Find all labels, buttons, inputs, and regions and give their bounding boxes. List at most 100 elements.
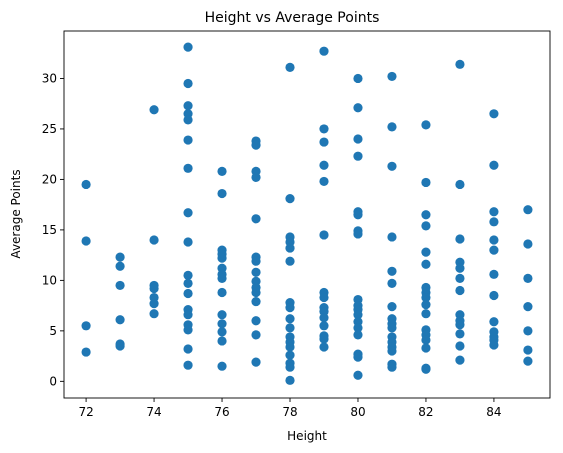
plot-frame	[63, 30, 551, 399]
data-point	[421, 221, 431, 231]
y-tick-label: 30	[42, 71, 57, 85]
data-point	[523, 345, 533, 355]
data-point	[353, 151, 363, 161]
data-point	[523, 239, 533, 249]
data-point	[387, 302, 397, 312]
data-point	[455, 179, 465, 190]
y-tick-label: 0	[49, 374, 57, 388]
data-point	[183, 237, 193, 247]
data-point	[421, 364, 431, 374]
data-point	[523, 302, 533, 312]
data-point	[183, 325, 193, 335]
data-point	[81, 321, 91, 331]
data-point	[421, 335, 431, 345]
data-point	[319, 124, 329, 134]
data-point	[523, 356, 533, 366]
data-point	[251, 267, 261, 277]
data-point	[251, 256, 261, 266]
data-point	[217, 273, 227, 283]
data-point	[183, 310, 193, 320]
data-point	[353, 103, 363, 113]
data-point	[489, 290, 499, 301]
data-point	[421, 210, 431, 220]
data-point	[285, 256, 295, 266]
data-point	[489, 269, 499, 279]
data-point	[353, 330, 363, 340]
data-point	[319, 321, 329, 331]
data-point	[183, 101, 193, 111]
data-point	[387, 71, 397, 82]
data-point	[217, 166, 227, 176]
x-tick-label: 72	[78, 405, 93, 419]
data-point	[319, 230, 329, 240]
x-axis-ticks: 72 74 76 78 80 82 84	[78, 398, 502, 419]
data-point	[353, 229, 363, 239]
data-point	[489, 109, 499, 119]
data-point	[183, 78, 193, 89]
data-point	[251, 296, 261, 307]
data-point	[183, 42, 193, 52]
data-point	[217, 287, 227, 298]
data-point	[353, 73, 363, 84]
data-point	[183, 288, 193, 299]
data-point	[251, 316, 261, 326]
data-point	[183, 270, 193, 280]
data-point	[285, 362, 295, 372]
data-point	[455, 59, 465, 69]
data-point	[285, 375, 295, 385]
data-point	[523, 205, 533, 215]
data-point	[115, 341, 125, 351]
data-point	[387, 346, 397, 356]
data-point	[217, 188, 227, 199]
data-point	[183, 344, 193, 354]
y-tick-label: 5	[49, 324, 57, 338]
data-point	[319, 292, 329, 303]
y-tick-label: 25	[42, 122, 57, 136]
data-point	[115, 280, 125, 291]
chart-title: Height vs Average Points	[205, 10, 380, 26]
data-point	[353, 370, 363, 380]
data-point	[251, 140, 261, 150]
data-point	[319, 342, 329, 352]
data-point	[217, 253, 227, 263]
data-point	[251, 330, 261, 340]
data-point	[421, 292, 431, 303]
data-point	[115, 252, 125, 262]
data-point	[115, 261, 125, 271]
data-point	[523, 326, 533, 336]
data-point	[455, 355, 465, 365]
data-point	[217, 310, 227, 320]
data-point	[489, 217, 499, 227]
data-point	[285, 350, 295, 360]
y-axis-label: Average Points	[9, 169, 23, 258]
data-point	[285, 303, 295, 313]
data-point	[319, 46, 329, 56]
x-tick-label: 82	[418, 405, 433, 419]
data-point	[183, 135, 193, 145]
data-point	[183, 278, 193, 289]
data-point	[523, 273, 533, 283]
data-point	[455, 234, 465, 244]
x-axis-label: Height	[287, 429, 327, 443]
data-point	[183, 115, 193, 125]
y-tick-label: 20	[42, 172, 57, 186]
data-point	[421, 259, 431, 269]
data-point	[353, 310, 363, 320]
data-point	[319, 137, 329, 147]
y-tick-label: 10	[42, 273, 57, 287]
data-point	[115, 315, 125, 325]
x-tick-label: 78	[282, 405, 297, 419]
data-point	[421, 309, 431, 319]
data-point	[489, 160, 499, 170]
data-point	[183, 163, 193, 173]
data-point	[285, 314, 295, 324]
data-point	[81, 236, 91, 246]
data-point	[489, 207, 499, 217]
data-point	[217, 327, 227, 337]
data-point	[353, 134, 363, 144]
data-point	[149, 309, 159, 319]
data-point	[455, 329, 465, 339]
data-point	[387, 278, 397, 289]
data-point	[421, 177, 431, 188]
